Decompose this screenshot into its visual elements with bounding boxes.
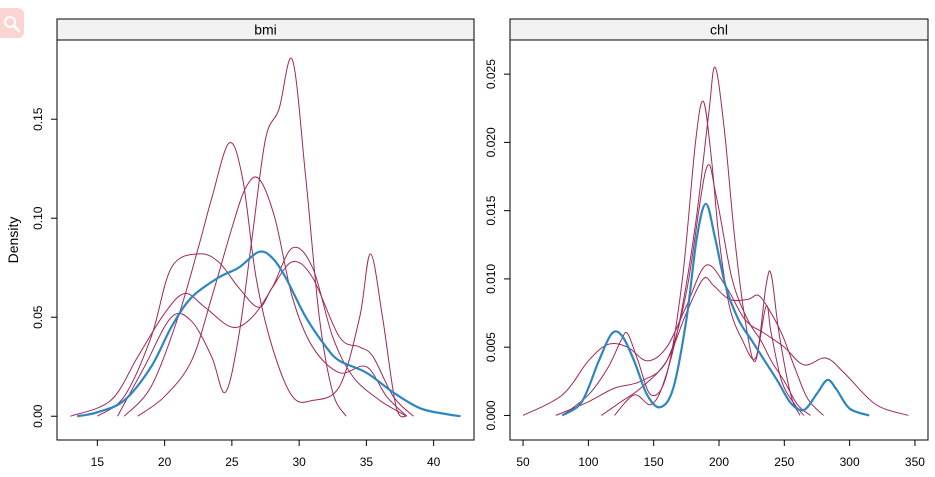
x-tick-label: 200 — [709, 455, 729, 469]
y-axis-label: Density — [5, 217, 21, 264]
x-tick-label: 25 — [225, 455, 239, 469]
y-tick-label: 0.015 — [484, 195, 498, 225]
observed-density-line — [76, 250, 461, 418]
zoom-badge[interactable] — [0, 8, 24, 38]
x-tick-label: 50 — [516, 455, 530, 469]
panel-chl: chl 50 100 150 200 250 300 350 0.000 0.005 0.010 0.… — [484, 18, 929, 469]
y-tick-label: 0.020 — [484, 127, 498, 157]
strip-label-chl: chl — [710, 22, 728, 38]
y-tick-label: 0.000 — [484, 400, 498, 430]
x-tick-label: 150 — [644, 455, 664, 469]
y-tick-label: 0.00 — [31, 404, 45, 428]
y-tick-label: 0.05 — [31, 305, 45, 329]
y-tick-label: 0.10 — [31, 206, 45, 230]
imputed-density-line — [561, 100, 805, 416]
x-tick-label: 20 — [158, 455, 172, 469]
imputed-density-line — [555, 164, 811, 416]
x-tick-label: 250 — [774, 455, 794, 469]
y-tick-label: 0.15 — [31, 107, 45, 131]
curves-bmi — [70, 57, 461, 418]
panel-bmi: bmi 15 20 25 30 35 40 0.00 0.05 0.10 0.15 — [31, 18, 475, 469]
x-tick-label: 15 — [91, 455, 105, 469]
imputed-density-line — [117, 57, 347, 417]
x-tick-label: 300 — [840, 455, 860, 469]
y-tick-label: 0.005 — [484, 332, 498, 362]
x-tick-label: 35 — [360, 455, 374, 469]
imputed-density-line — [70, 246, 407, 417]
x-tick-label: 30 — [292, 455, 306, 469]
imputed-density-line — [97, 253, 414, 417]
observed-density-line — [561, 202, 870, 417]
strip-label-bmi: bmi — [254, 22, 277, 38]
plot-frame-bmi — [56, 39, 475, 441]
magnifier-icon — [4, 16, 21, 33]
y-tick-label: 0.025 — [484, 59, 498, 89]
imputed-density-line — [137, 176, 408, 417]
x-tick-label: 350 — [905, 455, 925, 469]
x-tick-label: 100 — [578, 455, 598, 469]
x-tick-label: 40 — [427, 455, 441, 469]
imputed-density-line — [123, 142, 408, 418]
imputed-density-line — [614, 66, 801, 416]
curves-chl — [522, 66, 909, 417]
y-tick-label: 0.010 — [484, 264, 498, 294]
